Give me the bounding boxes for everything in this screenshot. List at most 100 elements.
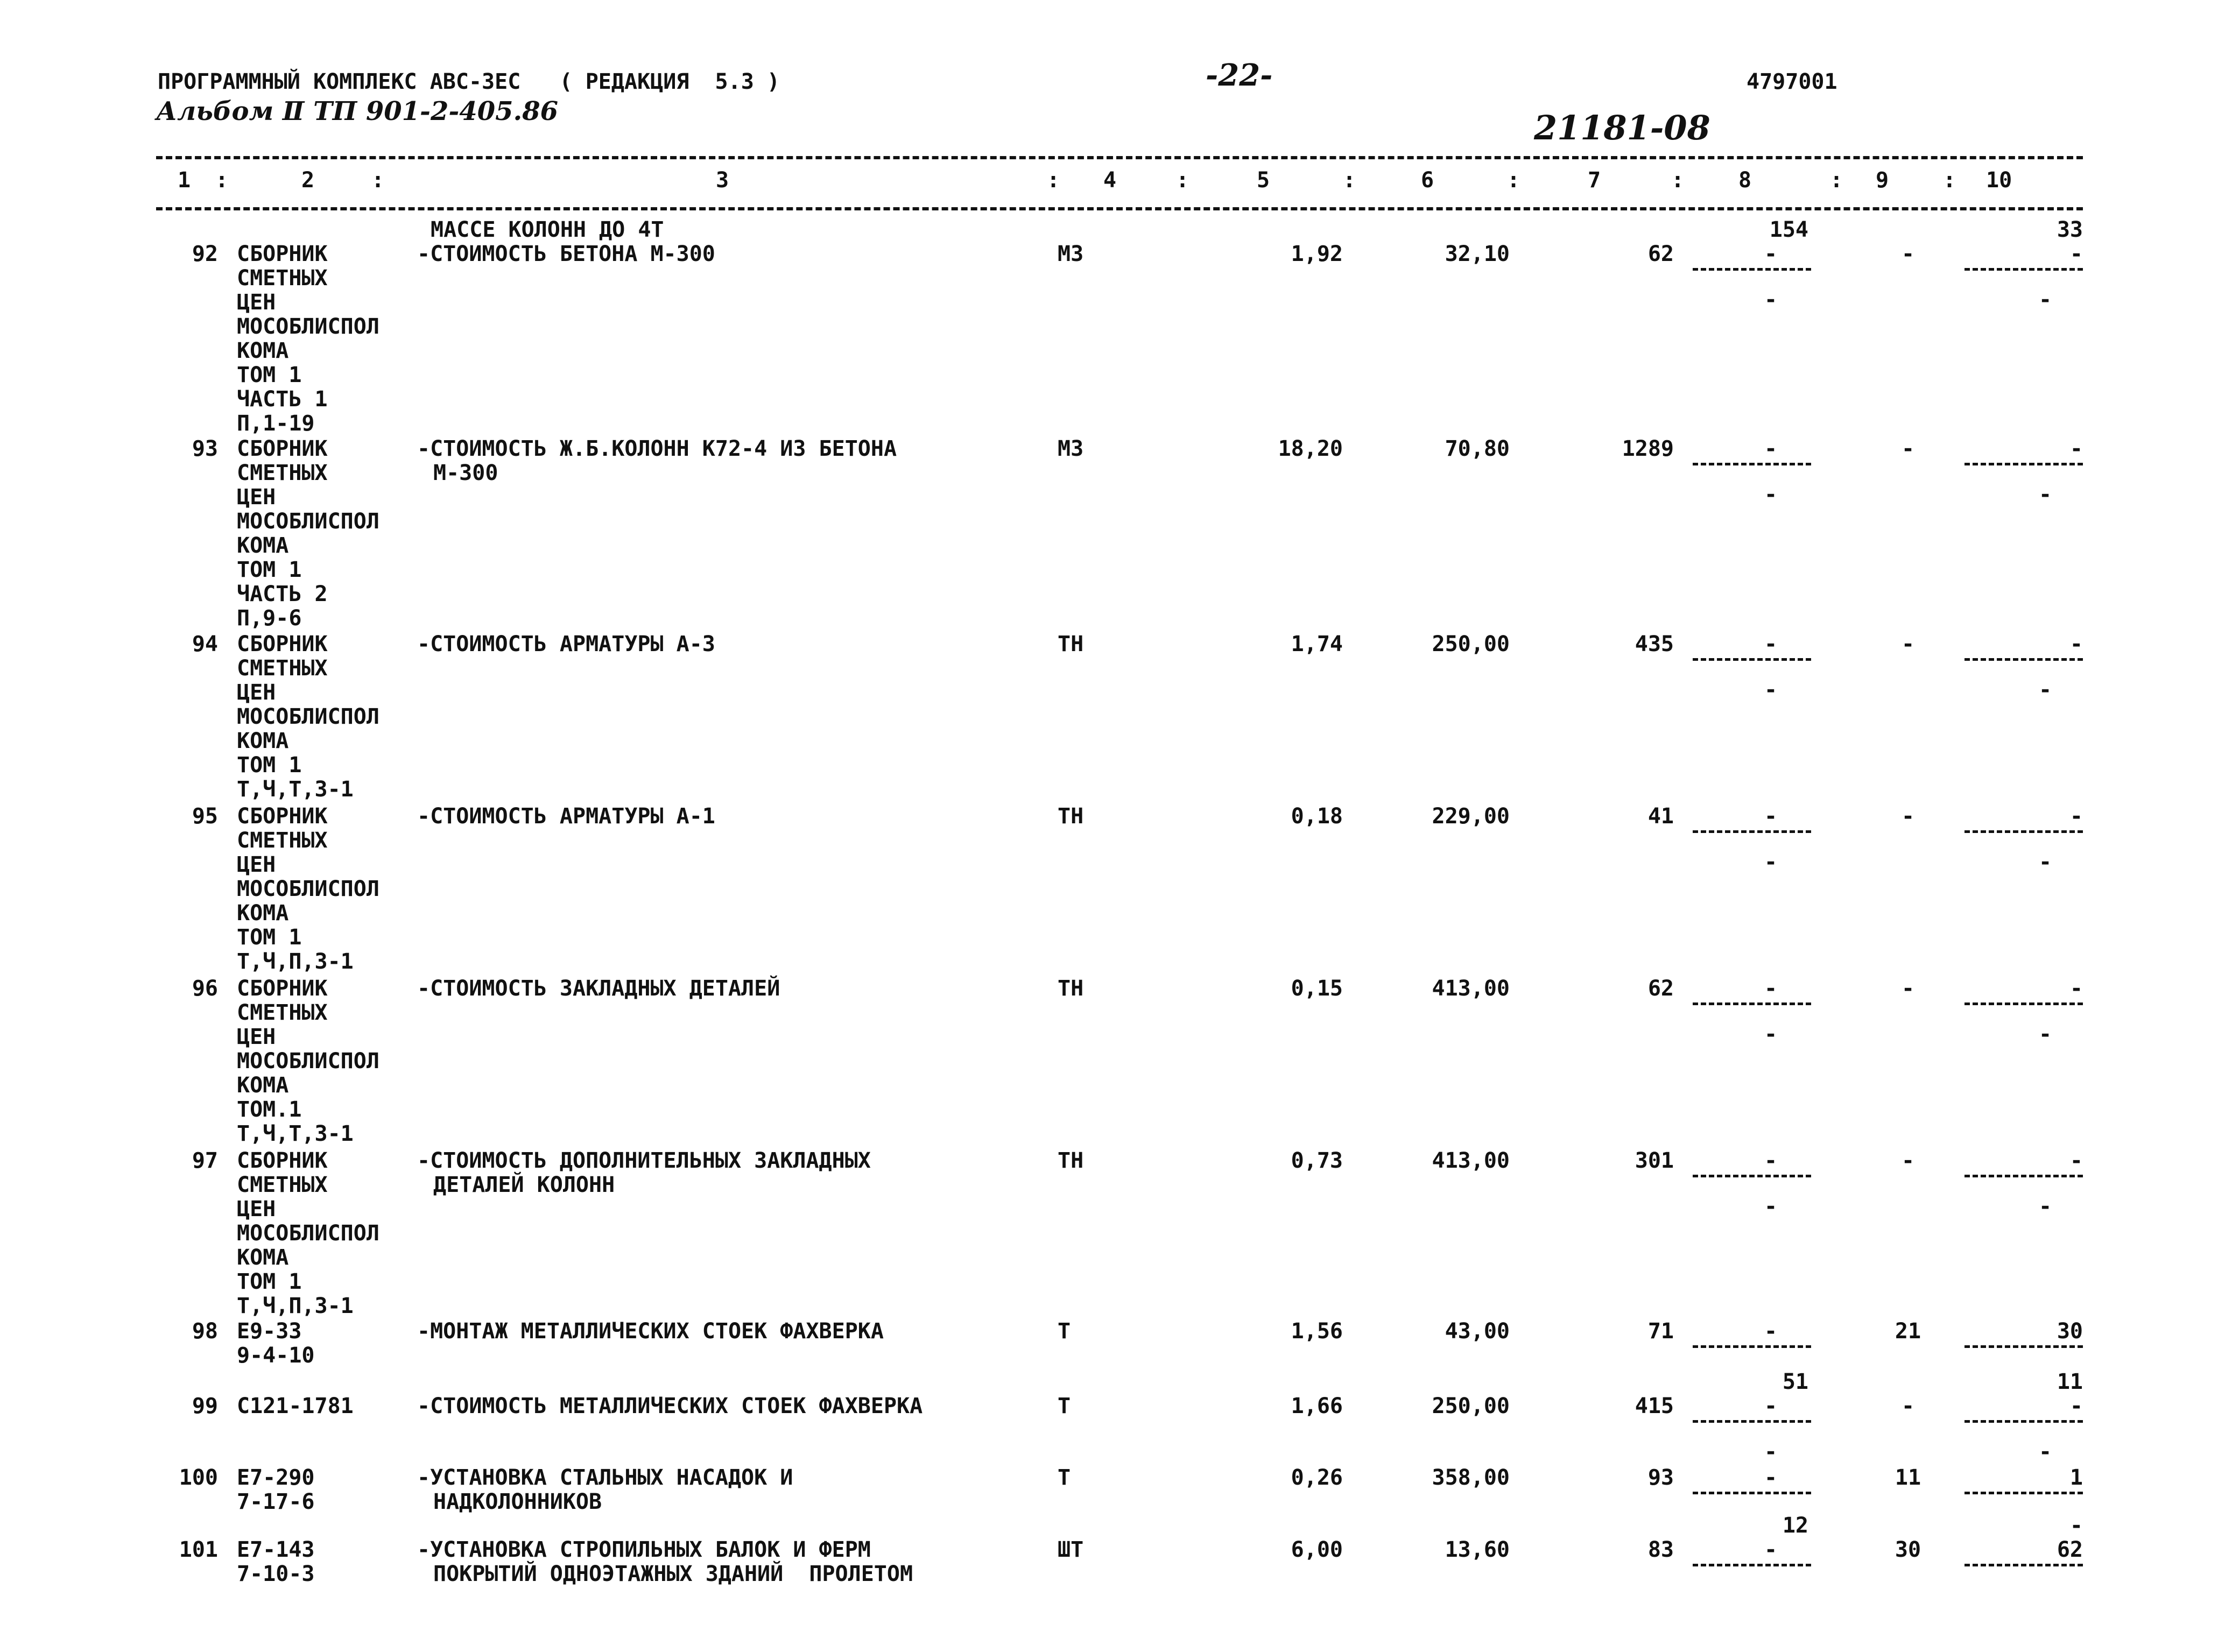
col10-value: 1: [2069, 1465, 2083, 1490]
reference-code: ЦЕН: [237, 1025, 276, 1049]
col8-dashed-line: [1693, 1345, 1811, 1348]
quantity: 0,26: [1291, 1465, 1343, 1490]
row-number: 98: [192, 1319, 218, 1344]
reference-code: ТОМ.1: [237, 1097, 302, 1122]
col8-dashed-line: [1693, 658, 1811, 661]
reference-code: СБОРНИК: [237, 804, 328, 829]
reference-code: С121-1781: [237, 1394, 354, 1418]
reference-code: ЦЕН: [237, 680, 276, 705]
row-number: 99: [192, 1394, 218, 1418]
reference-code: СБОРНИК: [237, 436, 328, 461]
col8-bottom: -: [1764, 1022, 1778, 1047]
reference-code: ЧАСТЬ 2: [237, 582, 328, 606]
page-number: -22-: [1206, 58, 1273, 93]
total-cost: 83: [1647, 1537, 1674, 1562]
reference-code: Е7-290: [237, 1465, 315, 1490]
column-separator: :: [215, 168, 229, 193]
col10-bottom: -: [2038, 677, 2052, 702]
total-cost: 1289: [1622, 436, 1674, 461]
reference-code: МОСОБЛИСПОЛ: [237, 1221, 379, 1246]
column-separator: :: [371, 168, 385, 193]
work-description: -СТОИМОСТЬ МЕТАЛЛИЧЕСКИХ СТОЕК ФАХВЕРКА: [417, 1394, 923, 1418]
reference-code: Т,Ч,П,3-1: [237, 1294, 354, 1318]
reference-code: ТОМ 1: [237, 363, 302, 387]
work-description: М-300: [433, 461, 498, 485]
document-number: 4797001: [1747, 69, 1837, 94]
column-separator: :: [1343, 168, 1356, 193]
col10-dashed-line: [1965, 1003, 2083, 1005]
unit-price: 413,00: [1432, 976, 1510, 1001]
col8-value: -: [1764, 976, 1778, 1001]
col8-value: -: [1764, 1148, 1778, 1173]
unit-price: 13,60: [1445, 1537, 1510, 1562]
col8-value: -: [1764, 1319, 1778, 1344]
quantity: 0,15: [1291, 976, 1343, 1001]
col8-value: -: [1764, 1394, 1778, 1418]
reference-code: Т,Ч,Т,3-1: [237, 1121, 354, 1146]
col8-top: 154: [1769, 217, 1808, 242]
col9-value: -: [1901, 804, 1915, 829]
col9-value: 30: [1895, 1537, 1921, 1562]
unit: М3: [1058, 436, 1084, 461]
column-separator: :: [1671, 168, 1685, 193]
col10-value: 62: [2057, 1537, 2083, 1562]
unit-price: 413,00: [1432, 1148, 1510, 1173]
reference-code: ТОМ 1: [237, 925, 302, 950]
col10-bottom: -: [2038, 1439, 2052, 1464]
column-header-7: 7: [1588, 168, 1601, 193]
col10-bottom: -: [2038, 850, 2052, 874]
reference-code: Т,Ч,П,3-1: [237, 949, 354, 974]
header-rule-bottom: [156, 207, 2083, 210]
work-description: -СТОИМОСТЬ БЕТОНА М-300: [417, 242, 715, 266]
reference-code: КОМА: [237, 338, 289, 363]
work-description: ПОКРЫТИЙ ОДНОЭТАЖНЫХ ЗДАНИЙ ПРОЛЕТОМ: [433, 1562, 913, 1586]
stamp-number: 21181-08: [1534, 108, 1710, 147]
total-cost: 435: [1635, 632, 1674, 656]
col10-top: 11: [2057, 1369, 2083, 1394]
quantity: 0,18: [1291, 804, 1343, 829]
reference-code: СБОРНИК: [237, 242, 328, 266]
total-cost: 62: [1647, 242, 1674, 266]
reference-code: КОМА: [237, 1073, 289, 1098]
unit-price: 250,00: [1432, 632, 1510, 656]
column-separator: :: [1507, 168, 1520, 193]
reference-code: Т,Ч,Т,3-1: [237, 777, 354, 802]
col10-top: 33: [2057, 217, 2083, 242]
total-cost: 62: [1647, 976, 1674, 1001]
column-header-5: 5: [1257, 168, 1270, 193]
col9-value: -: [1901, 1148, 1915, 1173]
row-number: 95: [192, 804, 218, 829]
reference-code: ЦЕН: [237, 852, 276, 877]
reference-code: ЦЕН: [237, 1197, 276, 1222]
unit: ТН: [1058, 632, 1084, 656]
row-number: 94: [192, 632, 218, 656]
unit-price: 70,80: [1445, 436, 1510, 461]
column-header-3: 3: [716, 168, 729, 193]
col8-dashed-line: [1693, 1564, 1811, 1566]
work-description: -СТОИМОСТЬ ДОПОЛНИТЕЛЬНЫХ ЗАКЛАДНЫХ: [417, 1148, 871, 1173]
reference-code: П,9-6: [237, 606, 302, 631]
reference-code: 7-10-3: [237, 1562, 315, 1586]
col10-value: -: [2069, 436, 2083, 461]
col10-dashed-line: [1965, 1175, 2083, 1177]
program-header: ПРОГРАММНЫЙ КОМПЛЕКС АВС-3ЕС ( РЕДАКЦИЯ …: [158, 69, 780, 94]
unit: М3: [1058, 242, 1084, 266]
col8-top: 12: [1782, 1513, 1808, 1538]
reference-code: СМЕТНЫХ: [237, 828, 328, 853]
quantity: 18,20: [1278, 436, 1343, 461]
col10-dashed-line: [1965, 658, 2083, 661]
intro-text: МАССЕ КОЛОНН ДО 4Т: [431, 217, 664, 242]
col8-value: -: [1764, 1465, 1778, 1490]
reference-code: Е7-143: [237, 1537, 315, 1562]
work-description: -СТОИМОСТЬ АРМАТУРЫ А-3: [417, 632, 715, 656]
column-separator: :: [1943, 168, 1956, 193]
col10-bottom: -: [2038, 287, 2052, 312]
reference-code: 7-17-6: [237, 1489, 315, 1514]
col8-value: -: [1764, 436, 1778, 461]
quantity: 1,56: [1291, 1319, 1343, 1344]
column-header-9: 9: [1876, 168, 1889, 193]
unit: Т: [1058, 1394, 1071, 1418]
col10-dashed-line: [1965, 463, 2083, 465]
col10-dashed-line: [1965, 1345, 2083, 1348]
header-rule-top: [156, 156, 2083, 159]
